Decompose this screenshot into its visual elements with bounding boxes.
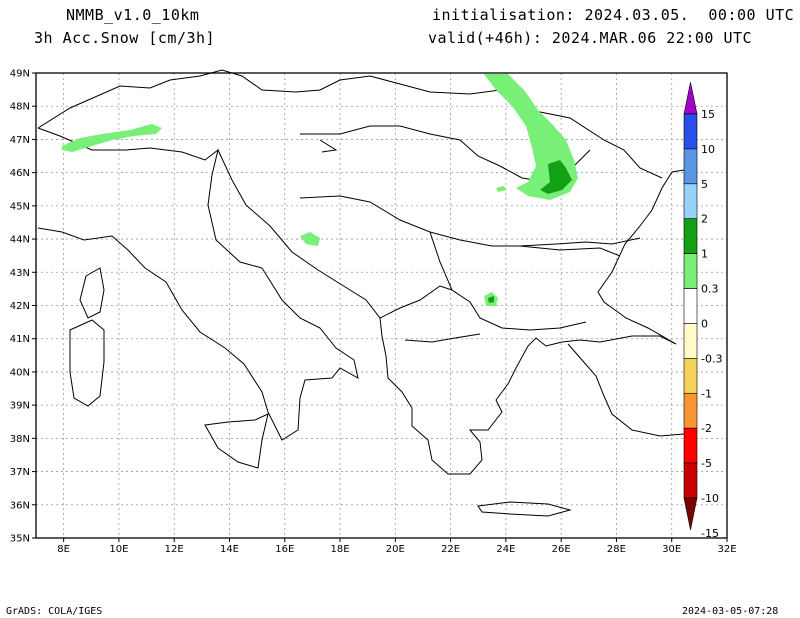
variable-title: 3h Acc.Snow [cm/3h] [34,29,216,47]
lon-label: 18E [331,544,350,555]
colorbar-top-arrow [683,81,698,115]
lon-label: 20E [386,544,405,555]
lat-label: 44N [10,235,30,246]
lat-label: 38N [10,434,30,445]
colorbar-swatch [683,323,698,359]
lat-label: 43N [10,268,30,279]
lon-label: 12E [165,544,184,555]
colorbar-swatch [683,358,698,394]
init-time: initialisation: 2024.03.05. 00:00 UTC [432,6,795,24]
lat-label: 46N [10,168,30,179]
lon-label: 16E [275,544,294,555]
lon-label: 28E [607,544,626,555]
valid-time: valid(+46h): 2024.MAR.06 22:00 UTC [428,29,753,47]
lon-label: 22E [441,544,460,555]
border-balkan [299,195,587,331]
snow-alps [62,124,162,152]
lat-label: 35N [10,534,30,545]
border-danube [429,231,641,247]
lon-label: 10E [109,544,128,555]
model-title: NMMB_v1.0_10km [66,6,200,24]
balkan-coastline [217,149,677,475]
lat-label: 45N [10,201,30,212]
crete-coastline [477,501,572,517]
lat-label: 47N [10,135,30,146]
colorbar-label: 0.3 [701,283,719,296]
colorbar-label: 2 [701,213,708,226]
lat-label: 49N [10,69,30,80]
colorbar-swatch [683,288,698,324]
lat-label: 39N [10,401,30,412]
colorbar-swatch [683,218,698,254]
snow-carpathians-core [540,160,572,194]
snow-fields [62,74,578,306]
lon-label: 30E [662,544,681,555]
colorbar-label: 5 [701,178,708,191]
corsica-coastline [79,267,105,319]
lon-label: 24E [496,544,515,555]
snow-rila-core [488,296,494,303]
colorbar-label: -15 [701,527,719,540]
colorbar-swatch [683,148,698,185]
lon-labels: 8E 10E 12E 14E 16E 18E 20E 22E 24E 26E 28E 30E 32E [57,538,737,555]
border-north [37,69,663,179]
colorbar-label: 0 [701,317,708,330]
lat-label: 40N [10,367,30,378]
lon-label: 32E [717,544,736,555]
colorbar-label: -2 [701,422,712,435]
colorbar-label: -10 [701,492,719,505]
italy-coastline [37,127,359,441]
snow-small-dot [496,186,506,192]
lat-lon-grid [36,73,727,538]
run-timestamp: 2024-03-05-07:28 [682,606,779,617]
colorbar-swatch [683,183,698,220]
sardinia-coastline [69,319,105,407]
black-sea-coastline [597,169,685,345]
colorbar-swatch [683,462,698,499]
turkey-coastline [567,343,685,437]
colorbar-bottom-arrow [683,497,698,531]
colorbar-swatch [683,253,698,289]
colorbar: 15 10 5 2 1 0.3 0 -0.3 -1 -2 -5 -10 -15 [683,81,722,540]
colorbar-label: 15 [701,108,715,121]
lat-labels: 49N 48N 47N 46N 45N 44N 43N 42N 41N 40N 39N 38N 37N 3… [10,69,36,545]
colorbar-label: -1 [701,387,712,400]
software-credit: GrADS: COLA/IGES [6,606,103,617]
lat-label: 48N [10,102,30,113]
coastlines-borders [37,69,685,517]
lat-label: 36N [10,500,30,511]
lon-label: 26E [552,544,571,555]
lon-label: 14E [220,544,239,555]
colorbar-swatch [683,427,698,464]
colorbar-label: -0.3 [701,352,722,365]
colorbar-swatch [683,113,698,150]
colorbar-label: -5 [701,457,712,470]
lon-label: 8E [57,544,70,555]
lat-label: 37N [10,467,30,478]
border-misc [379,285,481,343]
snow-dinaric [300,232,320,246]
sicily-coastline [204,413,269,469]
lat-label: 42N [10,301,30,312]
colorbar-label: 10 [701,143,715,156]
lat-label: 41N [10,334,30,345]
colorbar-label: 1 [701,248,708,261]
colorbar-swatch [683,392,698,429]
danube-river [319,139,621,257]
